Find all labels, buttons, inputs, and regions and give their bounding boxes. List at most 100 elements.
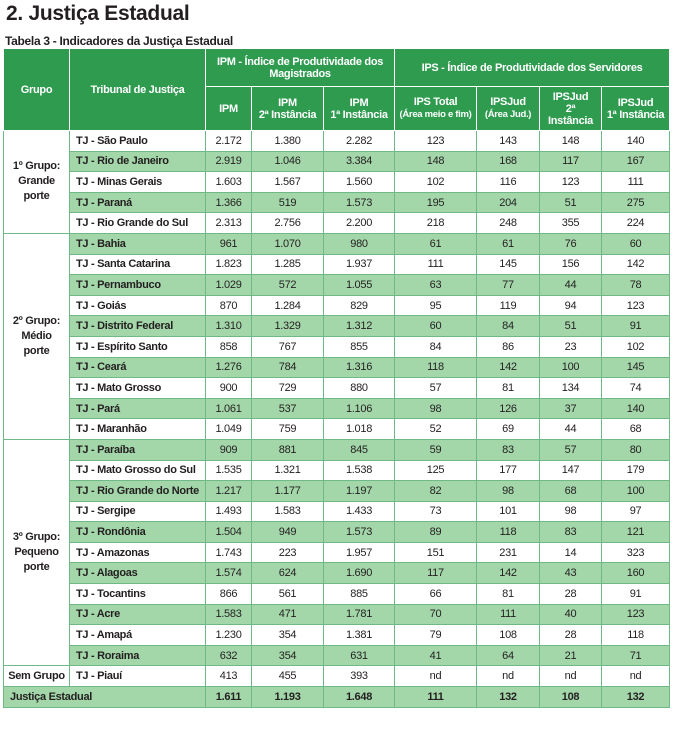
value-cell: 60 (394, 315, 477, 337)
value-cell: 76 (539, 232, 602, 255)
value-cell: 43 (539, 562, 602, 585)
table-row: TJ - Tocantins 866 561 885 66 81 28 91 (4, 583, 671, 605)
value-cell: 60 (600, 232, 671, 255)
group-label: Sem Grupo (3, 665, 70, 688)
value-cell: 78 (600, 274, 671, 296)
value-cell: 1.217 (205, 480, 252, 502)
total-label: Justiça Estadual (3, 686, 206, 708)
value-cell: 1.276 (205, 356, 252, 379)
tribunal-name: TJ - Piauí (69, 665, 206, 688)
value-cell: 323 (600, 541, 671, 564)
total-value: 108 (539, 686, 602, 708)
tribunal-name: TJ - Rio Grande do Sul (69, 212, 206, 234)
value-cell: 729 (251, 377, 324, 399)
value-cell: 52 (394, 418, 477, 440)
tribunal-name: TJ - Espírito Santo (69, 335, 206, 358)
value-cell: 57 (394, 377, 477, 399)
value-cell: 1.583 (251, 500, 324, 523)
tribunal-name: TJ - Tocantins (69, 583, 206, 605)
value-cell: 471 (251, 603, 324, 626)
total-row: Justiça Estadual 1.611 1.193 1.648 111 132 108… (3, 686, 671, 708)
value-cell: 218 (394, 212, 477, 234)
total-value: 111 (394, 686, 477, 708)
value-cell: 1.567 (251, 171, 324, 193)
header-cell: Tribunal de Justiça (69, 48, 206, 131)
tribunal-name: TJ - São Paulo (69, 130, 206, 152)
value-cell: 80 (600, 438, 671, 461)
tribunal-name: TJ - Pará (69, 397, 206, 420)
value-cell: 145 (600, 356, 671, 379)
value-cell: 572 (251, 274, 324, 296)
value-cell: 1.029 (205, 274, 252, 296)
value-cell: 81 (476, 583, 540, 605)
value-cell: 631 (323, 644, 395, 667)
page-title: 2. Justiça Estadual (6, 2, 190, 25)
value-cell: 1.781 (323, 603, 395, 626)
value-cell: 70 (394, 603, 477, 626)
value-cell: 140 (600, 130, 671, 152)
value-cell: 94 (539, 294, 602, 317)
value-cell: 2.172 (205, 130, 252, 152)
table-row: TJ - Mato Grosso 900 729 880 57 81 134 74 (4, 377, 671, 399)
tribunal-name: TJ - Maranhão (69, 418, 206, 440)
value-cell: 1.433 (323, 500, 395, 523)
value-cell: 63 (394, 274, 477, 296)
tribunal-name: TJ - Sergipe (69, 500, 206, 523)
value-cell: 1.321 (251, 459, 324, 482)
table-row: TJ - Acre 1.583 471 1.781 70 111 40 123 (4, 603, 671, 626)
value-cell: 118 (394, 356, 477, 379)
table-row: TJ - Pernambuco 1.029 572 1.055 63 77 44 78 (4, 274, 671, 296)
value-cell: 3.384 (323, 150, 395, 173)
value-cell: 134 (539, 377, 602, 399)
table-row: TJ - Espírito Santo 858 767 855 84 86 23 102 (4, 335, 671, 358)
value-cell: 855 (323, 335, 395, 358)
value-cell: 28 (539, 583, 602, 605)
value-cell: 117 (394, 562, 477, 585)
value-cell: 231 (476, 541, 540, 564)
total-value: 1.648 (323, 686, 395, 708)
group-line: Grande (18, 175, 55, 188)
value-cell: 66 (394, 583, 477, 605)
table-row: TJ - Maranhão 1.049 759 1.018 52 69 44 68 (4, 418, 671, 440)
value-cell: nd (476, 665, 540, 688)
table-row: 1º Grupo: Grande porte TJ - São Paulo 2.172 1… (3, 130, 671, 234)
value-cell: 74 (600, 377, 671, 399)
value-cell: 89 (394, 521, 477, 543)
value-cell: 101 (476, 500, 540, 523)
tribunal-name: TJ - Amazonas (69, 541, 206, 564)
group-line: 1º Grupo: (12, 160, 61, 173)
value-cell: 177 (476, 459, 540, 482)
value-cell: 980 (323, 232, 395, 255)
header-group: IPS - Índice de Produtividade dos Servid… (393, 48, 671, 87)
value-cell: 79 (394, 624, 477, 646)
value-cell: 1.177 (251, 480, 324, 502)
header-line: IPSJud (552, 90, 589, 103)
value-cell: 1.493 (205, 500, 252, 523)
value-cell: 1.316 (323, 356, 395, 379)
group-label: 3º Grupo: Pequeno porte (3, 438, 70, 667)
value-cell: 2.200 (323, 212, 395, 234)
value-cell: 125 (394, 459, 477, 482)
value-cell: 118 (600, 624, 671, 646)
value-cell: 866 (205, 583, 252, 605)
table-row: TJ - Paraná 1.366 519 1.573 195 204 51 275 (4, 191, 671, 214)
value-cell: 98 (476, 480, 540, 502)
value-cell: 1.197 (323, 480, 395, 502)
value-cell: 1.284 (251, 294, 324, 317)
value-cell: 123 (600, 603, 671, 626)
group-line: 2º Grupo: (12, 314, 61, 327)
tribunal-name: TJ - Paraná (69, 191, 206, 214)
value-cell: nd (539, 665, 602, 688)
value-cell: 82 (394, 480, 477, 502)
value-cell: 1.046 (251, 150, 324, 173)
value-cell: 117 (539, 150, 602, 173)
value-cell: 44 (539, 274, 602, 296)
value-cell: 2.756 (251, 212, 324, 234)
value-cell: 1.070 (251, 232, 324, 255)
value-cell: 1.055 (323, 274, 395, 296)
value-cell: 1.106 (323, 397, 395, 420)
value-cell: 57 (539, 438, 602, 461)
value-cell: 91 (600, 583, 671, 605)
total-value: 132 (476, 686, 540, 708)
